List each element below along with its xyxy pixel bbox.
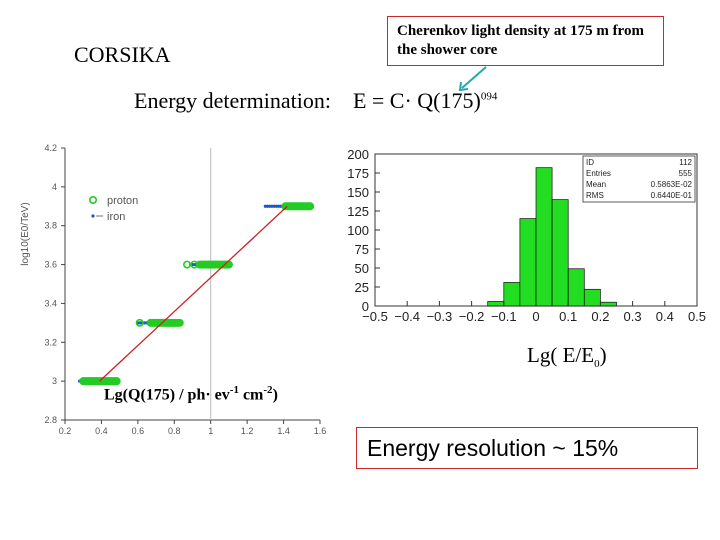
cherenkov-callout: Cherenkov light density at 175 m from th…: [387, 16, 664, 66]
x-tick-label: 0.4: [95, 426, 108, 436]
y-tick-label: 100: [347, 223, 369, 238]
y-tick-label: 75: [355, 242, 369, 257]
x-tick-label: 1.2: [241, 426, 254, 436]
y-tick-label: 200: [347, 148, 369, 162]
resolution-histogram: 0 25 50 75 100 125 150 175 200 −0.5 −0.4 −0.3 −0.2 −0…: [347, 148, 706, 324]
iron-point: [279, 204, 283, 208]
proton-point: [135, 318, 144, 327]
lg-ratio-label: Lg( E/E0): [527, 343, 607, 370]
x-tick-label: −0.3: [427, 309, 453, 324]
histogram-bar: [551, 199, 569, 307]
lg-ratio-sub: 0: [594, 358, 600, 371]
x-tick-label: 0.6: [132, 426, 145, 436]
iron-point: [276, 204, 281, 208]
x-tick-label: 0.2: [59, 426, 72, 436]
y-tick-label: 3.2: [44, 337, 57, 347]
legend-iron-label: iron: [107, 211, 125, 223]
y-tick-label: 175: [347, 166, 369, 181]
proton-point: [175, 318, 184, 327]
histogram-bar: [519, 218, 537, 307]
xlabel-exp1: -1: [229, 384, 239, 396]
x-tick-label: 1.4: [277, 426, 290, 436]
y-tick-label: 25: [355, 280, 369, 295]
x-tick-label: 0.4: [656, 309, 674, 324]
proton-point: [190, 260, 199, 269]
left-x-axis-label: Lg(Q(175) / ph· ev-1 cm-2): [104, 384, 278, 404]
histogram-bar: [535, 167, 553, 307]
iron-point: [138, 321, 142, 325]
y-tick-label: 3.8: [44, 221, 57, 231]
y-tick-label: 50: [355, 261, 369, 276]
y-tick-label: 2.8: [44, 415, 57, 425]
y-tick-label: 4: [52, 182, 57, 192]
iron-point: [270, 204, 274, 208]
lg-ratio-post: ): [599, 343, 607, 367]
fit-line: [99, 205, 288, 382]
energy-scatter-chart: 2.8 3 3.2 3.4 3.6 3.8 4 4.2 0.2 0.4 0.6 0.8 1 1.2 1.4 1…: [20, 143, 327, 436]
iron-point: [263, 204, 267, 208]
iron-point: [193, 262, 197, 267]
y-tick-label: 4.2: [44, 143, 57, 153]
formula-exponent: 094: [480, 90, 498, 103]
stats-label: Mean: [586, 180, 606, 189]
energy-formula: Energy determination: E = C· Q(175)094: [134, 88, 497, 114]
legend-proton-marker: [89, 195, 98, 204]
y-tick-label: 150: [347, 185, 369, 200]
stats-value: 112: [679, 158, 692, 167]
x-tick-label: −0.2: [459, 309, 485, 324]
proton-point: [112, 377, 121, 386]
callout-arrow: [458, 66, 487, 92]
energy-resolution-box: Energy resolution ~ 15%: [356, 427, 698, 469]
x-tick-label: 1.6: [314, 426, 327, 436]
histogram-bar: [583, 288, 601, 307]
iron-point: [191, 262, 195, 267]
xlabel-part-b: cm: [238, 386, 264, 404]
x-tick-label: −0.1: [491, 309, 517, 324]
histogram-bar: [503, 282, 521, 307]
histogram-bar: [600, 301, 617, 307]
x-tick-label: 0.1: [559, 309, 577, 324]
x-tick-label: −0.5: [362, 309, 388, 324]
stats-value: 555: [679, 169, 693, 178]
x-tick-label: 1: [208, 426, 213, 436]
y-axis-label: log10(E0/TeV): [20, 202, 31, 265]
y-tick-label: 0: [362, 299, 369, 314]
x-tick-label: 0.8: [168, 426, 181, 436]
energy-label: Energy determination:: [134, 88, 331, 113]
stats-value: 0.5863E-02: [651, 180, 693, 189]
iron-point: [142, 321, 147, 325]
x-tick-label: −0.4: [394, 309, 420, 324]
y-tick-label: 3.6: [44, 260, 57, 270]
stats-value: 0.6440E-01: [651, 191, 693, 200]
x-tick-label: 0: [532, 309, 539, 324]
histogram-bar: [567, 268, 585, 307]
stats-label: Entries: [586, 169, 611, 178]
proton-point: [183, 260, 192, 269]
xlabel-part-c: ): [272, 386, 278, 404]
corsika-label: CORSIKA: [74, 42, 171, 67]
iron-point: [272, 204, 276, 208]
y-tick-label: 3: [52, 376, 57, 386]
x-tick-label: 0.5: [688, 309, 706, 324]
stats-label: ID: [586, 158, 594, 167]
xlabel-part-a: Lg(Q(175) / ph· ev: [104, 386, 230, 404]
proton-point: [306, 202, 315, 211]
iron-point: [265, 204, 270, 208]
formula-main: E = C· Q(175): [352, 88, 481, 113]
x-tick-label: 0.2: [591, 309, 609, 324]
y-tick-label: 3.4: [44, 298, 57, 308]
x-tick-label: 0.3: [624, 309, 642, 324]
iron-point: [268, 204, 272, 208]
xlabel-exp2: -2: [263, 384, 273, 396]
legend-proton-label: proton: [107, 195, 138, 207]
histogram-bar: [487, 301, 505, 307]
stats-box: [582, 155, 696, 203]
iron-point: [274, 204, 278, 208]
stats-label: RMS: [586, 191, 604, 200]
y-tick-label: 125: [347, 204, 369, 219]
legend-iron-marker: [91, 214, 95, 218]
lg-ratio-pre: Lg( E/E: [527, 343, 595, 367]
